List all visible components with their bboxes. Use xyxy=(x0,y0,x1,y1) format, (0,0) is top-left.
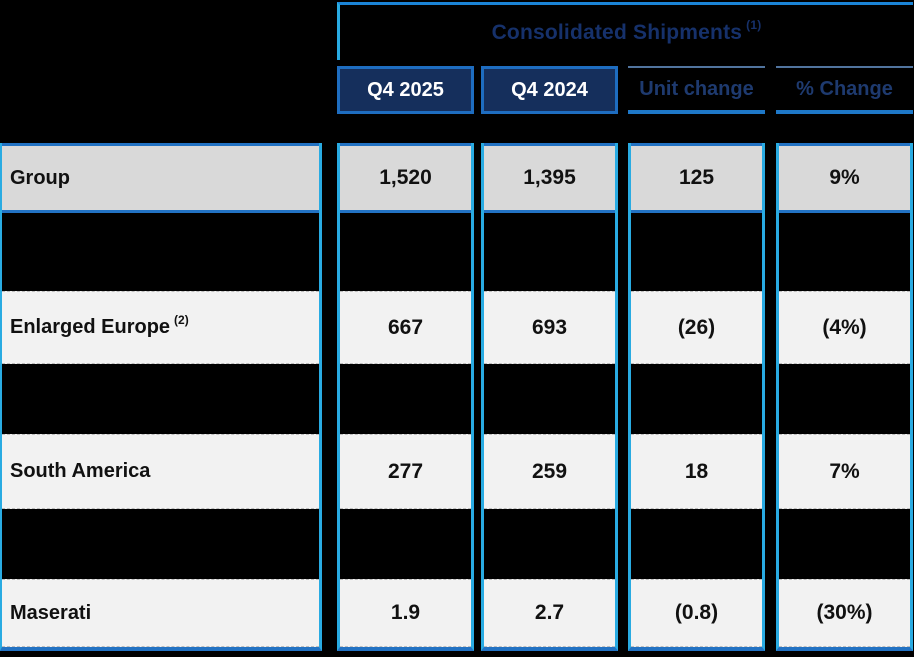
column-q4-2025: 1,520 667 277 1.9 xyxy=(337,143,474,651)
column-header-q4-2024: Q4 2024 xyxy=(481,66,618,114)
column-header-q4-2025: Q4 2025 xyxy=(337,66,474,114)
cell-maserati-pct-change: (30%) xyxy=(779,579,910,647)
row-label-enlarged-europe: Enlarged Europe (2) xyxy=(2,291,319,364)
column-header-unit-change: Unit change xyxy=(628,66,765,114)
cell-enlarged-europe-q4-2025: 667 xyxy=(340,291,471,364)
row-label-text: Maserati xyxy=(10,601,92,624)
column-header-pct-change: % Change xyxy=(776,66,913,114)
cell-group-unit-change: 125 xyxy=(631,143,762,213)
cell-maserati-unit-change: (0.8) xyxy=(631,579,762,647)
cell-maserati-q4-2024: 2.7 xyxy=(484,579,615,647)
cell-enlarged-europe-q4-2024: 693 xyxy=(484,291,615,364)
row-label-text: South America xyxy=(10,460,151,482)
cell-south-america-pct-change: 7% xyxy=(779,434,910,509)
cell-maserati-q4-2025: 1.9 xyxy=(340,579,471,647)
row-label-text: Group xyxy=(10,166,70,189)
column-pct-change: 9% (4%) 7% (30%) xyxy=(776,143,913,651)
row-label-text: Enlarged Europe xyxy=(10,316,171,338)
table-title-footnote-marker: (1) xyxy=(746,17,762,32)
cell-group-pct-change: 9% xyxy=(779,143,910,213)
cell-south-america-q4-2024: 259 xyxy=(484,434,615,509)
table-title: Consolidated Shipments xyxy=(491,20,743,44)
row-footnote-marker: (2) xyxy=(174,312,189,327)
column-q4-2024: 1,395 693 259 2.7 xyxy=(481,143,618,651)
row-label-group: Group xyxy=(2,143,319,213)
row-label-column: Group Enlarged Europe (2) South America … xyxy=(0,143,322,651)
column-unit-change: 125 (26) 18 (0.8) xyxy=(628,143,765,651)
cell-group-q4-2024: 1,395 xyxy=(484,143,615,213)
cell-south-america-unit-change: 18 xyxy=(631,434,762,509)
cell-enlarged-europe-unit-change: (26) xyxy=(631,291,762,364)
cell-enlarged-europe-pct-change: (4%) xyxy=(779,291,910,364)
row-label-south-america: South America xyxy=(2,434,319,509)
cell-group-q4-2025: 1,520 xyxy=(340,143,471,213)
table-title-banner: Consolidated Shipments (1) xyxy=(337,2,913,60)
cell-south-america-q4-2025: 277 xyxy=(340,434,471,509)
row-label-maserati: Maserati xyxy=(2,579,319,647)
